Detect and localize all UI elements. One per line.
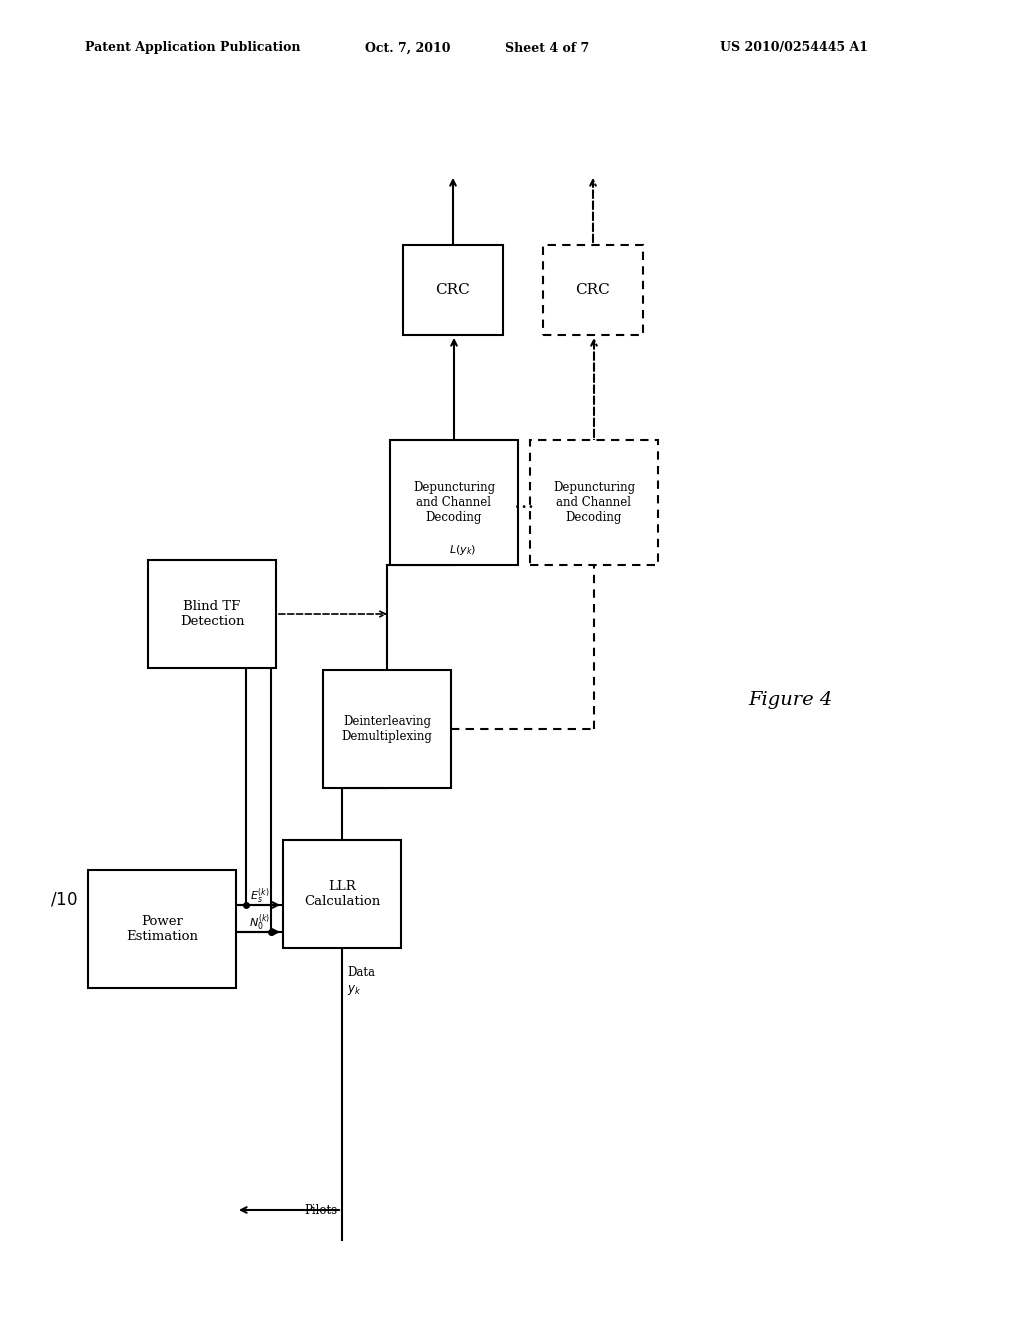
Text: Figure 4: Figure 4	[748, 690, 833, 709]
Text: Oct. 7, 2010: Oct. 7, 2010	[365, 41, 451, 54]
Bar	[390, 440, 518, 565]
Text: $N_0^{(k)}$: $N_0^{(k)}$	[249, 912, 270, 933]
Bar	[88, 870, 236, 987]
Text: ...: ...	[514, 492, 535, 512]
Bar	[543, 246, 643, 335]
Bar	[530, 440, 658, 565]
Bar	[403, 246, 503, 335]
Text: Pilots: Pilots	[304, 1204, 337, 1217]
Text: $L(y_k)$: $L(y_k)$	[449, 543, 476, 557]
Bar	[323, 671, 451, 788]
Bar	[283, 840, 401, 948]
Text: Depuncturing
and Channel
Decoding: Depuncturing and Channel Decoding	[553, 480, 635, 524]
Text: CRC: CRC	[435, 282, 470, 297]
Text: Depuncturing
and Channel
Decoding: Depuncturing and Channel Decoding	[413, 480, 495, 524]
Bar	[148, 560, 276, 668]
Text: Sheet 4 of 7: Sheet 4 of 7	[505, 41, 589, 54]
Text: Data: Data	[347, 966, 375, 979]
Text: $y_k$: $y_k$	[347, 983, 361, 997]
Text: $\mathsf{/10}$: $\mathsf{/10}$	[50, 891, 78, 909]
Text: Blind TF
Detection: Blind TF Detection	[180, 601, 245, 628]
Text: $E_s^{(k)}$: $E_s^{(k)}$	[250, 886, 269, 906]
Text: US 2010/0254445 A1: US 2010/0254445 A1	[720, 41, 868, 54]
Text: LLR
Calculation: LLR Calculation	[304, 880, 380, 908]
Text: Deinterleaving
Demultiplexing: Deinterleaving Demultiplexing	[342, 715, 432, 743]
Text: Power
Estimation: Power Estimation	[126, 915, 198, 942]
Text: CRC: CRC	[575, 282, 610, 297]
Text: Patent Application Publication: Patent Application Publication	[85, 41, 300, 54]
